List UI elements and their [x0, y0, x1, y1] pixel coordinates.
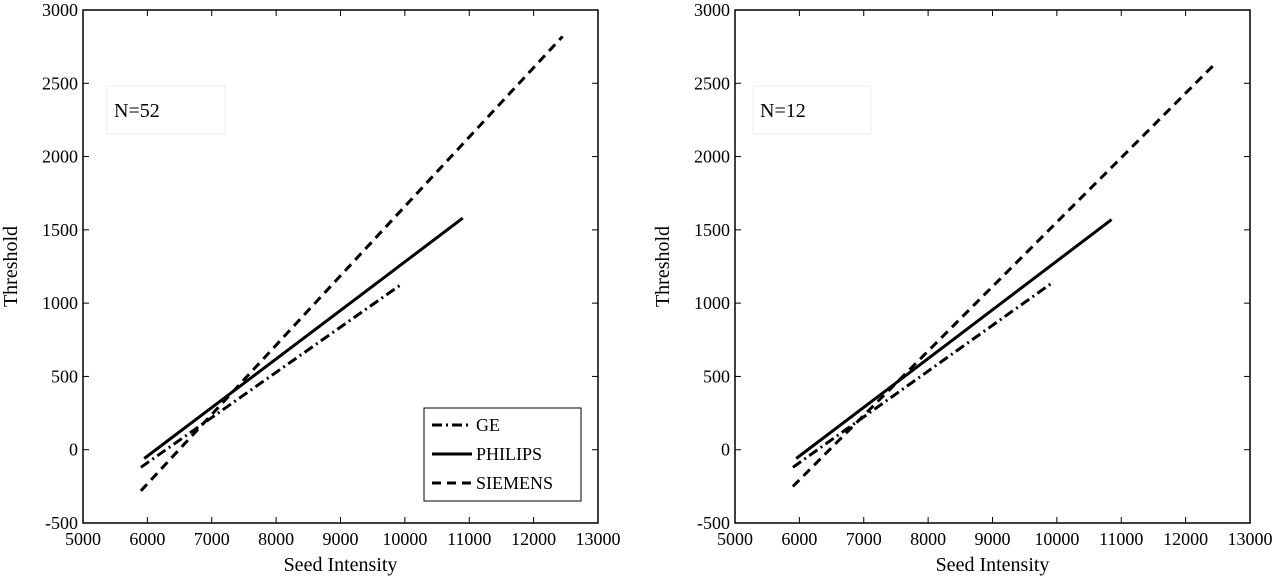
x-tick-label: 13000: [576, 529, 621, 549]
x-tick-label: 8000: [910, 529, 946, 549]
y-tick-label: 500: [51, 366, 78, 386]
x-tick-label: 9000: [323, 529, 359, 549]
x-axis-label: Seed Intensity: [936, 554, 1050, 576]
x-axis-label: Seed Intensity: [284, 554, 398, 576]
annotation-box: [752, 85, 872, 135]
x-tick-label: 5000: [65, 529, 101, 549]
y-tick-label: 0: [69, 440, 78, 460]
y-tick-label: 1500: [42, 220, 78, 240]
y-tick-label: -500: [45, 513, 78, 533]
x-tick-label: 13000: [1228, 529, 1273, 549]
x-tick-label: 7000: [846, 529, 882, 549]
y-tick-label: 2500: [694, 73, 730, 93]
y-tick-label: 1000: [694, 293, 730, 313]
x-tick-label: 6000: [129, 529, 165, 549]
legend-label: GE: [476, 415, 500, 435]
y-tick-label: 3000: [694, 0, 730, 20]
series-line-philips: [143, 216, 464, 460]
x-tick-label: 12000: [1163, 529, 1208, 549]
y-tick-label: 2000: [42, 147, 78, 167]
y-tick-label: 2000: [694, 147, 730, 167]
x-tick-label: 12000: [511, 529, 556, 549]
series-line-siemens: [791, 63, 1216, 488]
y-tick-label: 1000: [42, 293, 78, 313]
legend-label: PHILIPS: [476, 444, 542, 464]
y-tick-label: 500: [703, 366, 730, 386]
annotation-text: N=12: [760, 100, 806, 122]
x-tick-label: 10000: [382, 529, 427, 549]
x-tick-label: 8000: [258, 529, 294, 549]
x-tick-label: 6000: [781, 529, 817, 549]
series-line-siemens: [139, 35, 564, 492]
annotation-box: [106, 85, 226, 135]
x-tick-label: 10000: [1034, 529, 1079, 549]
x-tick-label: 9000: [975, 529, 1011, 549]
y-tick-label: 1500: [694, 220, 730, 240]
chart-panel-right: 5000 6000 7000 8000 9000 10000 11000 12000 13000…: [652, 0, 1273, 576]
y-axis-label: Threshold: [652, 226, 674, 307]
x-tick-label: 11000: [1099, 529, 1143, 549]
y-tick-label: -500: [697, 513, 730, 533]
x-tick-label: 11000: [447, 529, 491, 549]
series-line-philips: [795, 218, 1113, 460]
y-tick-label: 0: [721, 440, 730, 460]
annotation-text: N=52: [114, 100, 160, 122]
legend-label: SIEMENS: [476, 473, 553, 493]
series-line-ge: [792, 282, 1052, 469]
x-tick-label: 7000: [194, 529, 230, 549]
y-axis-label: Threshold: [0, 226, 22, 307]
y-tick-label: 3000: [42, 0, 78, 20]
y-tick-label: 2500: [42, 73, 78, 93]
legend: GE PHILIPS SIEMENS: [423, 407, 582, 502]
series-line-ge: [140, 282, 403, 469]
chart-panel-left: 5000 6000 7000 8000 9000 10000 11000 12000 13000…: [0, 0, 621, 576]
x-tick-label: 5000: [717, 529, 753, 549]
